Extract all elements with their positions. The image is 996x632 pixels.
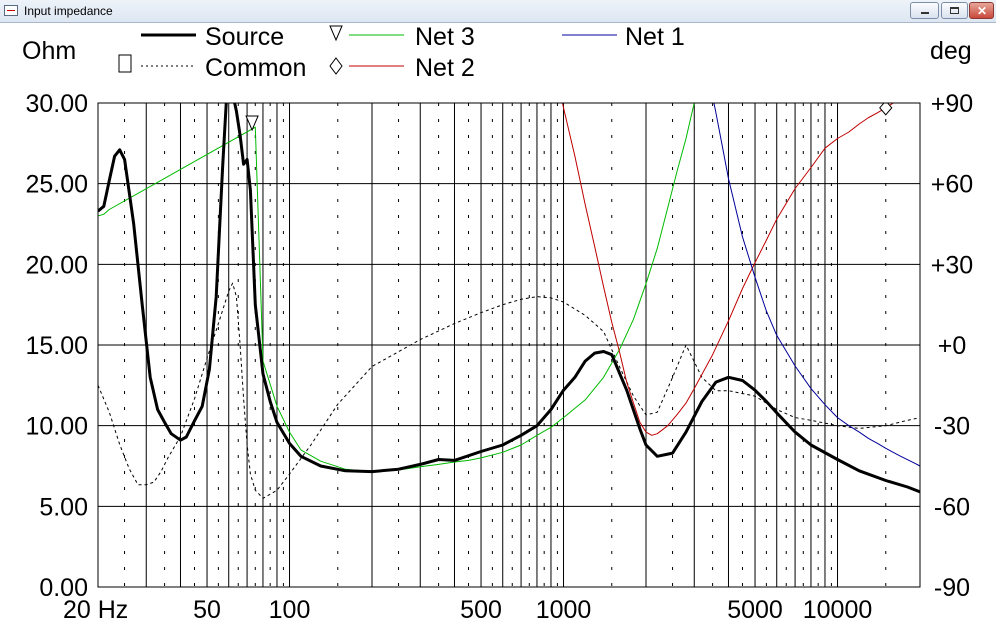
y-right-axis-label: deg bbox=[930, 37, 972, 65]
minimize-icon bbox=[921, 12, 929, 14]
series-line-net-2 bbox=[561, 103, 895, 436]
legend-label-net-1: Net 1 bbox=[625, 23, 685, 51]
series-line-net-3 bbox=[98, 103, 695, 473]
net-2-marker bbox=[879, 103, 893, 116]
maximize-button[interactable] bbox=[941, 2, 968, 19]
impedance-chart: 0.00 5.00 10.00 15.00 20.00 25.00 30.00 -90 -60 -… bbox=[22, 23, 973, 624]
y-left-tick-label: 15.00 bbox=[25, 332, 88, 360]
window-titlebar: Input impedance ✕ bbox=[0, 0, 996, 23]
series-line-net-1 bbox=[713, 103, 920, 467]
y-left-tick-label: 0.00 bbox=[39, 574, 88, 602]
legend-marker-net-2 bbox=[329, 57, 343, 75]
chart-axes: 0.00 5.00 10.00 15.00 20.00 25.00 30.00 -90 -60 -… bbox=[22, 37, 973, 624]
x-tick-label: 50 bbox=[193, 596, 221, 624]
y-left-tick-label: 20.00 bbox=[25, 251, 88, 279]
legend-label-source: Source bbox=[205, 23, 284, 51]
x-tick-label: 1000 bbox=[536, 596, 592, 624]
y-right-tick-label: +30 bbox=[931, 251, 973, 279]
x-tick-label: 100 bbox=[269, 596, 311, 624]
legend-label-net-3: Net 3 bbox=[415, 23, 475, 51]
app-icon bbox=[4, 5, 18, 16]
series-line-common bbox=[98, 282, 920, 499]
y-right-tick-label: -90 bbox=[934, 574, 970, 602]
x-tick-label: 10000 bbox=[803, 596, 873, 624]
minimize-button[interactable] bbox=[910, 2, 939, 19]
window-title: Input impedance bbox=[24, 4, 113, 18]
close-button[interactable]: ✕ bbox=[969, 2, 994, 19]
close-icon: ✕ bbox=[977, 4, 988, 18]
legend-marker-common bbox=[118, 54, 132, 73]
y-right-tick-label: +0 bbox=[938, 332, 967, 360]
x-tick-label: 5000 bbox=[727, 596, 783, 624]
y-right-tick-label: -30 bbox=[934, 413, 970, 441]
maximize-icon bbox=[950, 7, 959, 14]
chart-legend: Source Common Net 3 Net 2 Net 1 bbox=[118, 23, 685, 82]
y-left-tick-label: 10.00 bbox=[25, 413, 88, 441]
x-tick-label: 500 bbox=[460, 596, 502, 624]
y-left-tick-label: 30.00 bbox=[25, 90, 88, 118]
chart-curves bbox=[98, 103, 920, 499]
chart-grid bbox=[97, 103, 921, 587]
legend-label-net-2: Net 2 bbox=[415, 54, 475, 82]
net-3-marker bbox=[245, 115, 259, 132]
y-right-tick-label: +90 bbox=[931, 90, 973, 118]
legend-marker-net-3 bbox=[329, 25, 343, 42]
plot-frame bbox=[97, 102, 921, 588]
x-tick-label: 20 Hz bbox=[63, 596, 128, 624]
y-left-tick-label: 25.00 bbox=[25, 171, 88, 199]
y-right-tick-label: -60 bbox=[934, 493, 970, 521]
y-left-tick-label: 5.00 bbox=[39, 493, 88, 521]
series-line-source bbox=[98, 103, 920, 494]
y-left-axis-label: Ohm bbox=[22, 37, 76, 65]
legend-label-common: Common bbox=[205, 54, 306, 82]
y-right-tick-label: +60 bbox=[931, 171, 973, 199]
